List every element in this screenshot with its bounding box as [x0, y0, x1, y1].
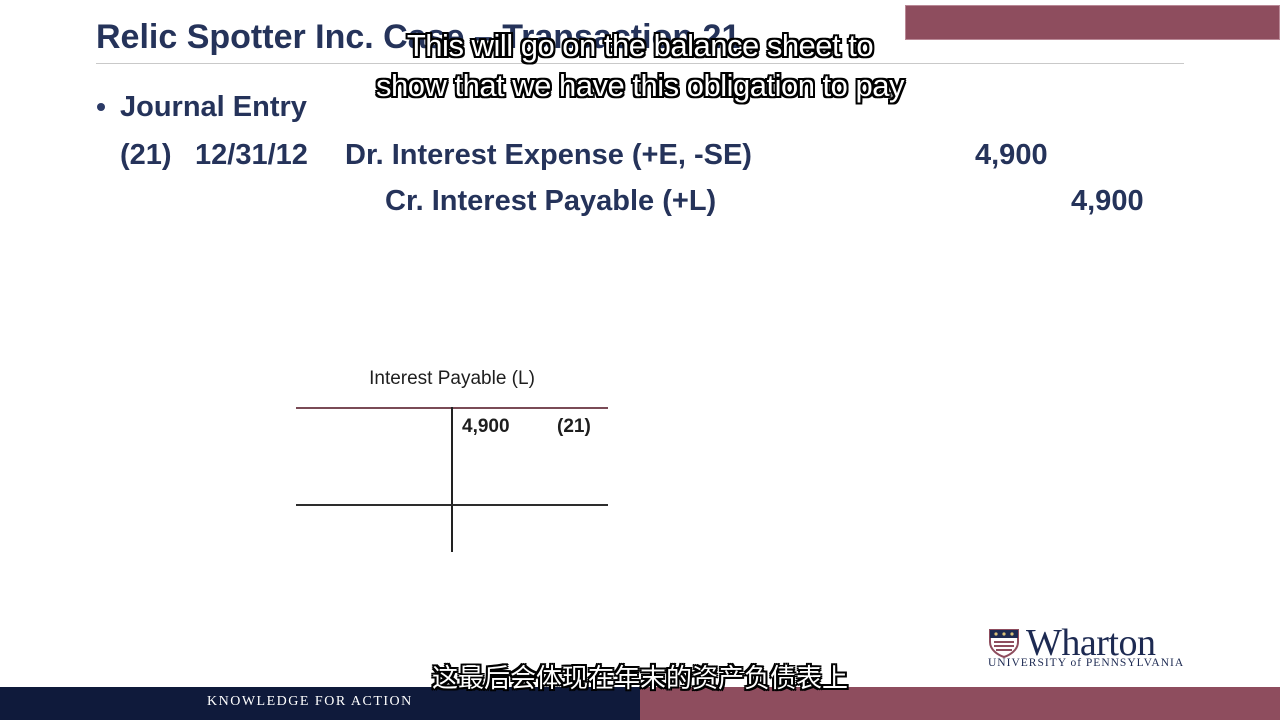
wharton-wordmark: Wharton [1026, 622, 1156, 664]
t-account-balance-rule [296, 504, 608, 506]
slide-title: Relic Spotter Inc. Case – Transaction 21 [96, 18, 741, 56]
t-account-title: Interest Payable (L) [369, 368, 535, 389]
journal-entry-date: 12/31/12 [195, 139, 308, 171]
debit-line: Dr. Interest Expense (+E, -SE) [345, 139, 752, 171]
subtitle-english-line-1: This will go on the balance sheet to [406, 28, 874, 63]
debit-amount: 4,900 [975, 139, 1048, 171]
title-divider [96, 63, 1184, 64]
t-account-credit-amount: 4,900 [462, 416, 510, 437]
footer-navy-band [0, 687, 640, 720]
t-account-center-rule [451, 407, 453, 552]
wharton-university-line: UNIVERSITY of PENNSYLVANIA [988, 657, 1185, 669]
top-accent-bar [905, 5, 1280, 40]
journal-entry-number: (21) [120, 139, 172, 171]
subtitle-english-line-2: show that we have this obligation to pay [375, 68, 905, 103]
t-account-credit-ref: (21) [557, 416, 591, 437]
penn-shield-icon [989, 629, 1019, 658]
wharton-logo: Wharton UNIVERSITY of PENNSYLVANIA [988, 622, 1193, 671]
credit-amount: 4,900 [1071, 185, 1144, 217]
bullet-dot-icon [97, 103, 105, 111]
footer-tagline: KNOWLEDGE FOR ACTION [207, 694, 413, 709]
footer-maroon-band [640, 687, 1280, 720]
bullet-journal-entry: Journal Entry [120, 91, 307, 123]
subtitle-chinese: 这最后会体现在年末的资产负债表上 [431, 664, 848, 694]
credit-line: Cr. Interest Payable (+L) [385, 185, 717, 217]
